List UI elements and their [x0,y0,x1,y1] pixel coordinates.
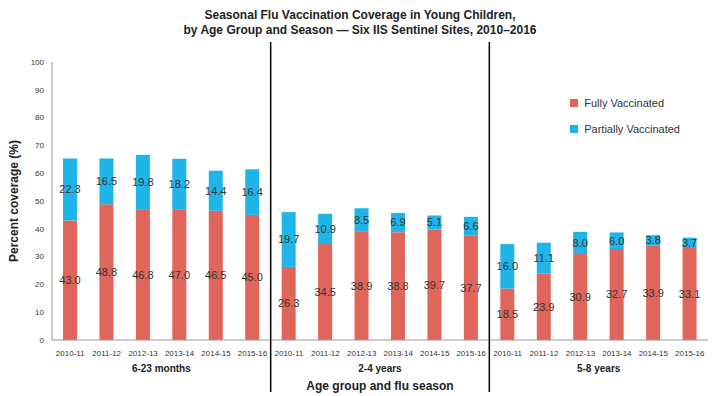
svg-text:2011-12: 2011-12 [311,349,340,358]
svg-text:80: 80 [35,113,44,122]
svg-text:2012-13: 2012-13 [347,349,377,358]
svg-text:2015-16: 2015-16 [675,349,705,358]
svg-text:3.7: 3.7 [682,237,697,249]
svg-text:50: 50 [35,197,44,206]
svg-text:46.5: 46.5 [205,269,226,281]
svg-text:43.0: 43.0 [59,274,80,286]
svg-text:16.5: 16.5 [96,175,117,187]
svg-text:2014-15: 2014-15 [639,349,669,358]
svg-text:23.9: 23.9 [533,301,554,313]
svg-text:2010-11: 2010-11 [56,349,85,358]
svg-text:46.8: 46.8 [132,269,153,281]
svg-text:60: 60 [35,169,44,178]
svg-text:30: 30 [35,252,44,261]
svg-text:37.7: 37.7 [460,282,481,294]
svg-text:100: 100 [31,58,45,67]
svg-text:8.0: 8.0 [573,237,588,249]
svg-text:18.5: 18.5 [497,308,518,320]
svg-text:0: 0 [40,336,45,345]
svg-text:33.9: 33.9 [642,287,663,299]
svg-text:6.0: 6.0 [609,235,624,247]
svg-text:20: 20 [35,280,44,289]
svg-text:Percent coverage (%): Percent coverage (%) [8,140,21,262]
svg-text:6.6: 6.6 [463,220,478,232]
svg-text:16.0: 16.0 [497,260,518,272]
svg-text:33.1: 33.1 [679,288,700,300]
svg-text:14.4: 14.4 [205,185,226,197]
svg-text:45.0: 45.0 [242,271,263,283]
svg-text:11.1: 11.1 [533,252,554,264]
html-text:Partially Vaccinated: Partially Vaccinated [584,123,680,135]
svg-text:5-8 years: 5-8 years [577,363,621,374]
svg-text:2012-13: 2012-13 [566,349,596,358]
svg-text:48.8: 48.8 [96,266,117,278]
svg-text:2014-15: 2014-15 [201,349,231,358]
svg-text:8.5: 8.5 [354,214,369,226]
html-text:Seasonal Flu Vaccination Cover: Seasonal Flu Vaccination Coverage in You… [204,8,516,22]
svg-text:16.4: 16.4 [242,186,263,198]
svg-text:40: 40 [35,225,44,234]
svg-text:2011-12: 2011-12 [530,349,559,358]
svg-text:47.0: 47.0 [169,269,190,281]
svg-text:2-4 years: 2-4 years [358,363,402,374]
svg-text:19.8: 19.8 [132,176,153,188]
svg-text:2010-11: 2010-11 [275,349,304,358]
svg-text:2010-11: 2010-11 [493,349,522,358]
svg-text:18.2: 18.2 [169,178,190,190]
svg-text:5.1: 5.1 [427,216,442,228]
svg-text:2015-16: 2015-16 [456,349,486,358]
svg-text:19.7: 19.7 [278,233,299,245]
svg-text:22.3: 22.3 [59,183,80,195]
svg-text:2013-14: 2013-14 [384,349,414,358]
svg-text:2013-14: 2013-14 [165,349,195,358]
svg-text:Age group and flu season: Age group and flu season [306,379,453,393]
svg-text:34.5: 34.5 [314,286,335,298]
svg-text:10: 10 [35,308,44,317]
svg-text:2013-14: 2013-14 [602,349,632,358]
svg-text:2012-13: 2012-13 [128,349,158,358]
svg-text:3.8: 3.8 [645,234,660,246]
svg-text:2011-12: 2011-12 [92,349,121,358]
svg-text:6-23 months: 6-23 months [132,363,191,374]
svg-text:10.9: 10.9 [314,223,335,235]
svg-text:2014-15: 2014-15 [420,349,450,358]
svg-text:6.9: 6.9 [390,216,405,228]
svg-text:26.3: 26.3 [278,297,299,309]
svg-text:38.9: 38.9 [351,280,372,292]
svg-text:38.8: 38.8 [387,280,408,292]
svg-text:30.9: 30.9 [570,291,591,303]
svg-text:32.7: 32.7 [606,288,627,300]
html-text:by Age Group and Season — Six: by Age Group and Season — Six IIS Sentin… [183,23,537,37]
svg-text:90: 90 [35,86,44,95]
html-text:Fully Vaccinated: Fully Vaccinated [584,97,665,109]
svg-text:2015-16: 2015-16 [238,349,268,358]
svg-text:39.7: 39.7 [424,279,445,291]
svg-text:70: 70 [35,141,44,150]
